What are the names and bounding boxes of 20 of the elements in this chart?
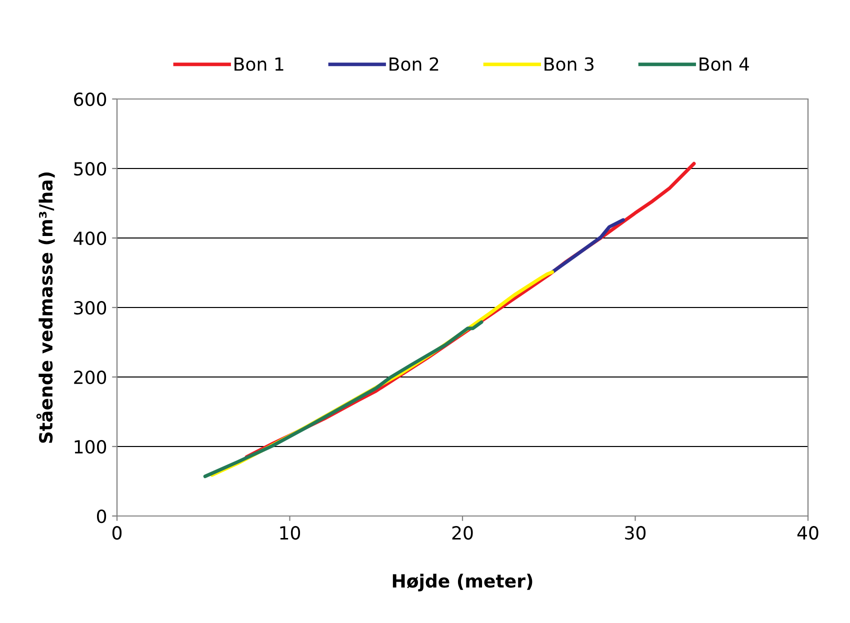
y-axis-title: Stående vedmasse (m³/ha) [36,172,55,443]
y-tick-label: 200 [74,370,106,384]
y-tick-label: 300 [74,300,106,315]
x-tick-label: 10 [280,526,300,540]
y-tick-label: 600 [74,92,106,106]
legend-label: Bon 2 [390,57,438,71]
x-tick-label: 30 [625,526,646,540]
x-tick-label: 20 [452,526,473,540]
legend-label: Bon 4 [700,57,749,71]
y-tick-label: 100 [74,440,106,454]
y-tick-label: 500 [74,162,106,176]
line-series [203,320,484,478]
y-tick-label: 400 [74,231,106,246]
x-tick-label: 0 [112,526,122,540]
legend-label: Bon 1 [234,57,284,71]
y-tick-label: 0 [96,509,106,524]
line-series [550,218,625,274]
x-axis-title: Højde (meter) [392,574,532,592]
legend-label: Bon 3 [544,57,594,71]
x-tick-label: 40 [797,526,818,540]
